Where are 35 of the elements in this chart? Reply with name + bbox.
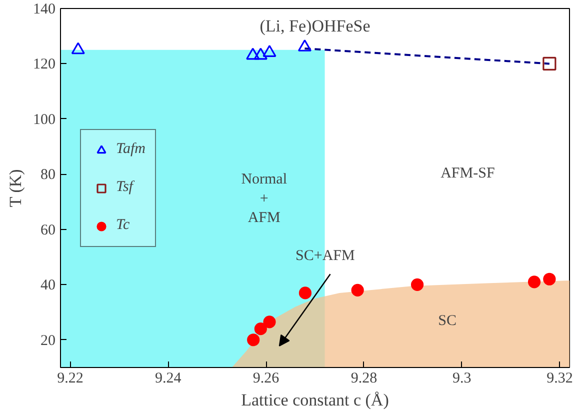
- legend-label: Tsf: [116, 179, 136, 196]
- legend-label: Tc: [116, 217, 131, 234]
- point: [71, 42, 85, 54]
- y-tick-label: 60: [40, 222, 56, 238]
- annotation: SC: [438, 312, 457, 329]
- x-tick-label: 9.26: [252, 370, 280, 386]
- y-tick-label: 120: [33, 56, 56, 73]
- x-tick-label: 9.32: [546, 370, 573, 386]
- point: [247, 334, 260, 346]
- x-tick-label: 9.22: [57, 370, 84, 386]
- point: [263, 316, 276, 328]
- x-tick-label: 9.24: [155, 370, 182, 386]
- text: (Li, Fe)OHFeSe: [260, 16, 370, 36]
- point: [246, 48, 260, 60]
- point: [410, 278, 424, 291]
- x-tick-label: 9.28: [350, 370, 378, 386]
- point: [262, 44, 276, 57]
- point: [298, 286, 312, 300]
- y-tick-label: 80: [40, 167, 56, 184]
- point: [528, 276, 541, 288]
- legend-label: Tafm: [116, 141, 146, 158]
- point: [254, 48, 268, 60]
- y-axis-title: T (K): [6, 169, 25, 208]
- annotation: Normal + AFM: [241, 172, 288, 226]
- point: [543, 272, 556, 286]
- y-tick-label: 20: [40, 332, 56, 349]
- point: [254, 322, 267, 336]
- y-tick-label: 100: [33, 112, 56, 128]
- y-tick-label: 140: [33, 2, 56, 18]
- point: [298, 39, 312, 52]
- x-tick-label: 9.3: [452, 370, 472, 386]
- point: [351, 284, 364, 296]
- x-axis-title: Lattice constant c (Å): [241, 390, 389, 410]
- y-tick-label: 40: [40, 278, 56, 294]
- annotation: AFM-SF: [440, 166, 495, 182]
